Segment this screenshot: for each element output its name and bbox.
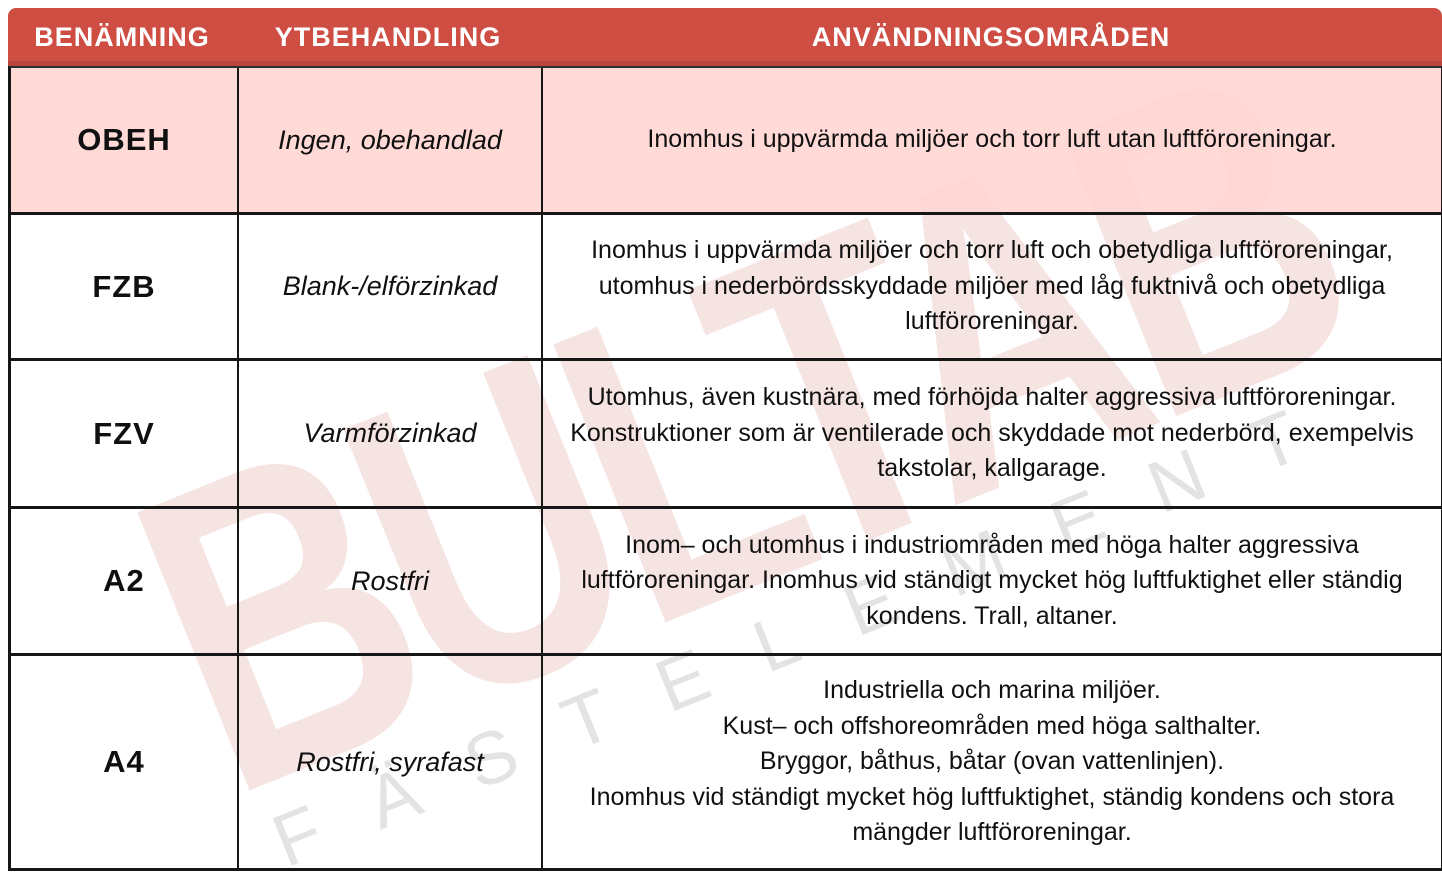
column-header-anvandningsomraden: ANVÄNDNINGSOMRÅDEN: [811, 21, 1171, 52]
column-header-ytbehandling: YTBEHANDLING: [274, 21, 502, 52]
table-row-a4-code: A4: [11, 656, 239, 868]
table-row-obeh-code: OBEH: [11, 68, 239, 215]
table-row-a4-usage: Industriella och marina miljöer. Kust– o…: [589, 676, 1395, 847]
table-row-a4-treatment: Rostfri, syrafast: [239, 656, 543, 868]
table-row-fzv-usage: Utomhus, även kustnära, med förhöjda hal…: [543, 361, 1441, 509]
table-row-a2-code: A2: [11, 509, 239, 656]
table-row-fzv-code: FZV: [11, 361, 239, 509]
table-header-row: BENÄMNING YTBEHANDLING ANVÄNDNINGSOMRÅDE…: [8, 8, 1442, 66]
table-row-fzb-code: FZB: [11, 215, 239, 361]
column-header-benamning: BENÄMNING: [34, 21, 210, 52]
table-row-a2-usage: Inom– och utomhus i industriområden med …: [543, 509, 1441, 656]
table-row-obeh-usage: Inomhus i uppvärmda miljöer och torr luf…: [543, 68, 1441, 215]
table-row-obeh-treatment: Ingen, obehandlad: [239, 68, 543, 215]
table-row-fzv-treatment: Varmförzinkad: [239, 361, 543, 509]
table-row-fzb-treatment: Blank-/elförzinkad: [239, 215, 543, 361]
surface-treatment-table: OBEH Ingen, obehandlad Inomhus i uppvärm…: [8, 66, 1442, 871]
table-row-a2-treatment: Rostfri: [239, 509, 543, 656]
table-row-fzb-usage: Inomhus i uppvärmda miljöer och torr luf…: [543, 215, 1441, 361]
